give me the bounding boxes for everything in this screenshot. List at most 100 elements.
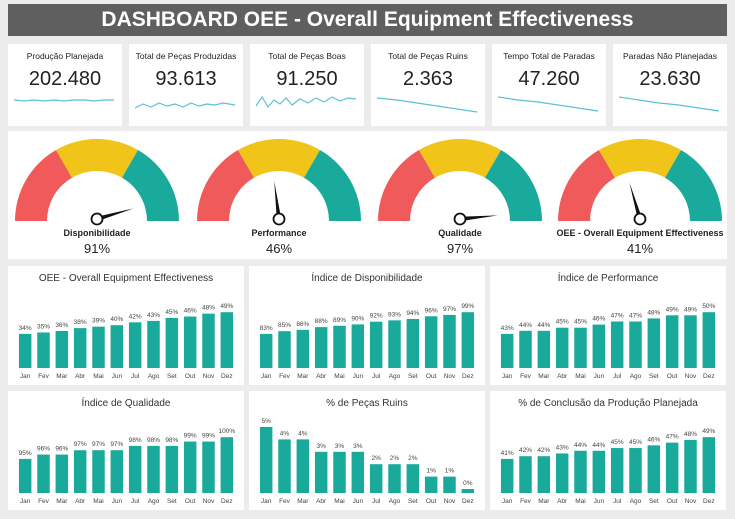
bar bbox=[461, 489, 475, 493]
data-label: 2% bbox=[390, 455, 400, 462]
tick-label: Jun bbox=[594, 498, 605, 505]
bar bbox=[555, 453, 569, 493]
data-label: 47% bbox=[666, 434, 679, 441]
kpi-label: Paradas Não Planejadas bbox=[622, 51, 718, 61]
data-label: 43% bbox=[556, 444, 569, 451]
gauge-label: Performance bbox=[251, 228, 307, 238]
kpi-label: Produção Planejada bbox=[26, 51, 104, 61]
gauge-segment-red bbox=[15, 149, 72, 221]
data-label: 3% bbox=[353, 443, 363, 450]
data-label: 3% bbox=[335, 443, 345, 450]
bar-chart: 41% Jan 42% Fev 42% Mar 43% Abr 44% Mai 44% Jun 45% J… bbox=[501, 428, 716, 505]
tick-label: Mar bbox=[538, 373, 550, 380]
bar bbox=[574, 327, 587, 368]
gauge-value: 41% bbox=[626, 241, 654, 256]
tick-label: Ago bbox=[148, 373, 160, 380]
data-label: 45% bbox=[574, 319, 587, 326]
data-label: 44% bbox=[574, 442, 587, 449]
bar bbox=[110, 450, 124, 493]
tick-label: Abr bbox=[75, 498, 86, 505]
data-label: 48% bbox=[202, 305, 215, 312]
tick-label: Mar bbox=[538, 498, 550, 505]
data-label: 45% bbox=[556, 319, 569, 326]
kpi-card-pecas-produzidas: Total de Peças Produzidas 93.613 bbox=[129, 44, 243, 126]
chart-title: Índice de Qualidade bbox=[81, 398, 171, 409]
data-label: 42% bbox=[537, 447, 550, 454]
gauge-segment-red bbox=[197, 149, 254, 221]
bar-chart: 95% Jan 96% Fev 96% Mar 97% Abr 97% Mai 97% Jun 98% J… bbox=[19, 428, 236, 505]
gauge-segment-red bbox=[378, 149, 435, 221]
tick-label: Jun bbox=[112, 498, 123, 505]
tick-label: Nov bbox=[203, 373, 215, 380]
bar bbox=[702, 437, 716, 493]
bar bbox=[314, 451, 328, 493]
chart-qualidade: Índice de Qualidade 95% Jan 96% Fev 96% Mar 97… bbox=[8, 391, 244, 510]
gauge-label: OEE - Overall Equipment Effectiveness bbox=[556, 228, 724, 238]
tick-label: Fev bbox=[38, 373, 50, 380]
kpi-label: Total de Peças Ruins bbox=[388, 51, 468, 61]
bar bbox=[259, 333, 273, 368]
tick-label: Mai bbox=[575, 373, 585, 380]
data-label: 47% bbox=[611, 313, 624, 320]
tick-label: Ago bbox=[148, 498, 160, 505]
data-label: 2% bbox=[371, 455, 381, 462]
bar bbox=[629, 448, 642, 493]
bar bbox=[259, 427, 273, 493]
data-label: 4% bbox=[280, 430, 290, 437]
data-label: 40% bbox=[110, 316, 123, 323]
data-label: 3% bbox=[316, 443, 326, 450]
bar bbox=[18, 333, 32, 368]
tick-label: Dez bbox=[221, 373, 233, 380]
tick-label: Ago bbox=[630, 498, 642, 505]
data-label: 94% bbox=[406, 310, 419, 317]
tick-label: Jul bbox=[372, 373, 381, 380]
tick-label: Nov bbox=[444, 373, 456, 380]
tick-label: Set bbox=[167, 373, 177, 380]
bar bbox=[388, 320, 401, 368]
bar bbox=[296, 439, 310, 493]
kpi-label: Total de Peças Produzidas bbox=[135, 51, 237, 61]
data-label: 1% bbox=[445, 468, 455, 475]
gauge-qualidade: Qualidade 97% bbox=[371, 131, 549, 259]
data-label: 35% bbox=[37, 323, 50, 330]
tick-label: Fev bbox=[520, 373, 532, 380]
gauge-value: 91% bbox=[83, 241, 111, 256]
chart-oee: OEE - Overall Equipment Effectiveness 34… bbox=[8, 266, 244, 385]
kpi-card-producao-planejada: Produção Planejada 202.480 bbox=[8, 44, 122, 126]
data-label: 2% bbox=[408, 455, 418, 462]
data-label: 89% bbox=[333, 317, 346, 324]
gauge-segment-teal bbox=[485, 149, 542, 221]
tick-label: Mar bbox=[297, 373, 309, 380]
data-label: 39% bbox=[92, 318, 105, 325]
kpi-label: Tempo Total de Paradas bbox=[503, 51, 595, 61]
tick-label: Jul bbox=[131, 373, 140, 380]
data-label: 46% bbox=[647, 436, 660, 443]
tick-label: Abr bbox=[557, 373, 568, 380]
data-label: 5% bbox=[261, 418, 271, 425]
data-label: 50% bbox=[702, 303, 715, 310]
bar bbox=[424, 476, 438, 493]
dashboard-title: DASHBOARD OEE - Overall Equipment Effect… bbox=[8, 4, 727, 36]
data-label: 46% bbox=[592, 316, 605, 323]
gauge-pivot bbox=[90, 212, 104, 226]
tick-label: Fev bbox=[279, 373, 291, 380]
bar bbox=[629, 321, 642, 368]
tick-label: Mar bbox=[56, 498, 68, 505]
data-label: 49% bbox=[684, 306, 697, 313]
data-label: 93% bbox=[388, 311, 401, 318]
gauge-needle bbox=[459, 215, 498, 222]
data-label: 43% bbox=[501, 325, 514, 332]
tick-label: Nov bbox=[203, 498, 215, 505]
tick-label: Dez bbox=[703, 498, 715, 505]
kpi-label: Total de Peças Boas bbox=[268, 51, 346, 61]
data-label: 42% bbox=[129, 313, 142, 320]
gauge-oee: OEE - Overall Equipment Effectiveness 41… bbox=[551, 131, 729, 259]
data-label: 0% bbox=[463, 480, 473, 487]
tick-label: Fev bbox=[520, 498, 532, 505]
tick-label: Nov bbox=[685, 373, 697, 380]
data-label: 97% bbox=[110, 441, 123, 448]
chart-title: % de Conclusão da Produção Planejada bbox=[518, 398, 698, 409]
data-label: 45% bbox=[611, 439, 624, 446]
kpi-sparkline bbox=[377, 97, 478, 113]
tick-label: Ago bbox=[630, 373, 642, 380]
